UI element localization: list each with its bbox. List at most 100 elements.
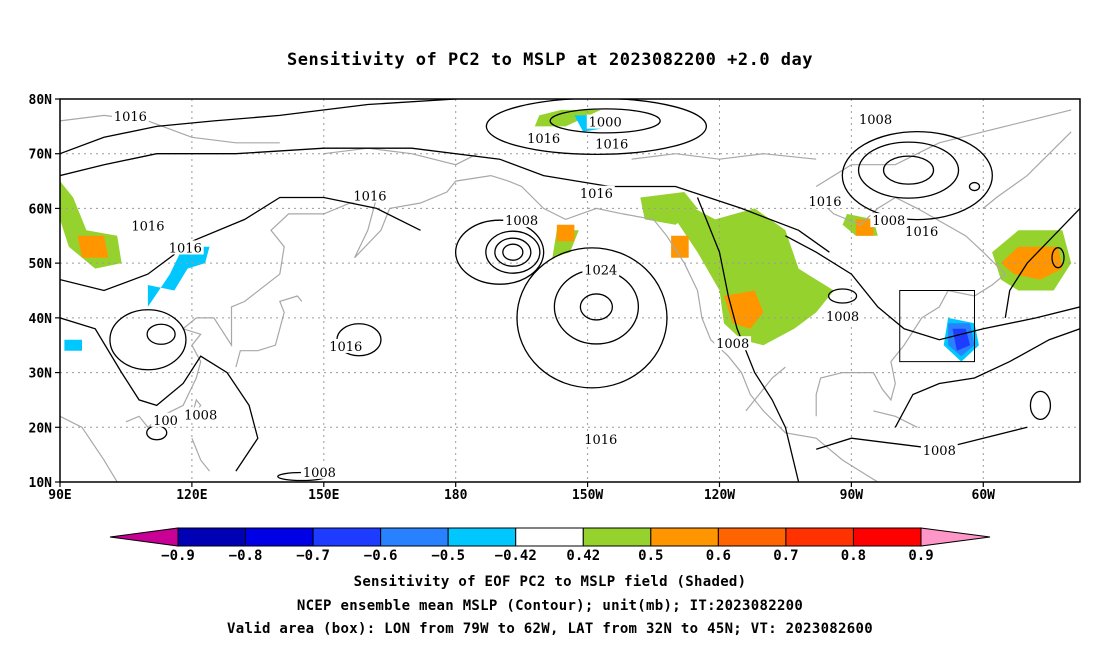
shading-region <box>64 339 82 351</box>
shading-region <box>534 109 601 127</box>
colorbar: −0.9 −0.8 −0.7 −0.6 −0.5 −0.42 0.42 0.5 0.6 0.7 0.… <box>109 527 991 564</box>
coastline <box>982 131 1072 209</box>
caption-contour: NCEP ensemble mean MSLP (Contour); unit(… <box>296 598 804 614</box>
contour-label: 1024 <box>584 263 617 278</box>
colorbar-swatch <box>380 527 449 547</box>
mslp-contour <box>579 293 614 321</box>
shading-region <box>723 290 764 329</box>
colorbar-swatch <box>582 527 652 547</box>
mslp-contour <box>827 288 858 304</box>
contour-label: 1008 <box>505 214 538 229</box>
lon-label: 180 <box>444 488 468 503</box>
lon-label: 120E <box>176 488 207 503</box>
contour-label: 1008 <box>872 214 905 229</box>
lon-label: 60W <box>972 488 996 503</box>
contour-label-bg <box>351 188 389 203</box>
mslp-contour <box>968 181 981 192</box>
contour-label: 1016 <box>595 138 628 153</box>
coastline <box>60 114 280 144</box>
contour-label-bg <box>824 308 861 323</box>
contour-label: 1016 <box>329 340 362 355</box>
coastline <box>235 295 303 368</box>
mslp-contour <box>894 328 1080 428</box>
contour-label: 1016 <box>905 225 938 240</box>
colorbar-swatch <box>245 527 314 547</box>
contour-label-bg <box>714 336 752 351</box>
lon-label: 150E <box>308 488 339 503</box>
colorbar-label: −0.9 <box>161 548 195 564</box>
contour-label-bg <box>503 213 541 228</box>
contour-label: 1008 <box>923 444 956 459</box>
contour-label-bg <box>582 262 620 277</box>
contour-label: 1016 <box>584 433 617 448</box>
caption-shaded: Sensitivity of EOF PC2 to MSLP field (Sh… <box>353 574 747 590</box>
contour-label: 1008 <box>303 466 336 481</box>
contour-label-bg <box>182 407 220 422</box>
contour-label-bg <box>593 136 631 151</box>
contour-label-bg <box>300 464 338 479</box>
coastline <box>745 366 786 412</box>
contour-label-bg <box>920 442 958 457</box>
colorbar-label: −0.42 <box>495 548 537 564</box>
contour-label-bg <box>582 431 620 446</box>
contour-label-bg <box>903 224 941 239</box>
shading-region <box>855 219 874 236</box>
mslp-contour <box>109 309 187 371</box>
shading-region <box>60 181 122 269</box>
mslp-contour <box>60 99 456 155</box>
mslp-contour <box>494 237 532 267</box>
mslp-contours <box>60 99 1080 482</box>
colorbar-label: 0.8 <box>841 548 866 564</box>
shading-region <box>1000 246 1063 280</box>
contour-label: 1016 <box>169 241 202 256</box>
colorbar-swatch <box>177 527 247 547</box>
contour-label: 1016 <box>131 220 164 235</box>
mslp-contour <box>502 243 524 261</box>
mslp-contour <box>549 108 661 134</box>
valid-area-box <box>899 290 975 363</box>
colorbar-swatch <box>785 527 854 547</box>
plot-title: Sensitivity of PC2 to MSLP at 2023082200… <box>286 50 813 70</box>
contour-label: 1016 <box>114 110 147 125</box>
lat-label: 80N <box>29 93 53 108</box>
shading-region <box>671 235 689 258</box>
mslp-contour <box>857 141 960 199</box>
contour-label: 1016 <box>580 187 613 202</box>
mslp-contour <box>485 99 707 155</box>
contour-label: 1000 <box>589 116 622 131</box>
mslp-contour <box>841 130 993 221</box>
map-frame <box>59 98 1081 483</box>
shading-region <box>556 224 575 242</box>
mslp-contour <box>1051 247 1065 269</box>
lat-label: 50N <box>29 257 53 272</box>
colorbar-swatch <box>650 527 719 547</box>
contour-label: 1016 <box>353 189 386 204</box>
colorbar-label: 0.9 <box>908 548 933 564</box>
colorbar-arrow-low <box>109 527 179 547</box>
mslp-contour <box>60 196 421 292</box>
contour-label: 1008 <box>826 310 859 325</box>
lon-label: 90W <box>840 488 864 503</box>
mslp-contour <box>785 235 1080 341</box>
mslp-contour <box>485 230 541 274</box>
caption-valid-area: Valid area (box): LON from 79W to 62W, L… <box>227 621 873 637</box>
mslp-contour <box>816 426 1028 450</box>
contour-label-bg <box>166 240 204 255</box>
shading-region <box>952 328 971 351</box>
coastline <box>125 174 879 482</box>
shading-region <box>675 203 834 346</box>
contour-label-bg <box>806 193 844 208</box>
coastline <box>191 437 210 472</box>
mslp-contour <box>1004 207 1080 319</box>
contour-label: 1008 <box>859 113 892 128</box>
contour-label-bg <box>129 218 167 233</box>
mslp-contour <box>696 197 800 482</box>
contour-label-bg <box>577 185 615 200</box>
lat-label: 20N <box>29 421 53 436</box>
mslp-contour <box>455 219 545 285</box>
colorbar-label: 0.5 <box>638 548 663 564</box>
contour-label-bg <box>586 114 624 129</box>
lat-label: 30N <box>29 367 53 382</box>
